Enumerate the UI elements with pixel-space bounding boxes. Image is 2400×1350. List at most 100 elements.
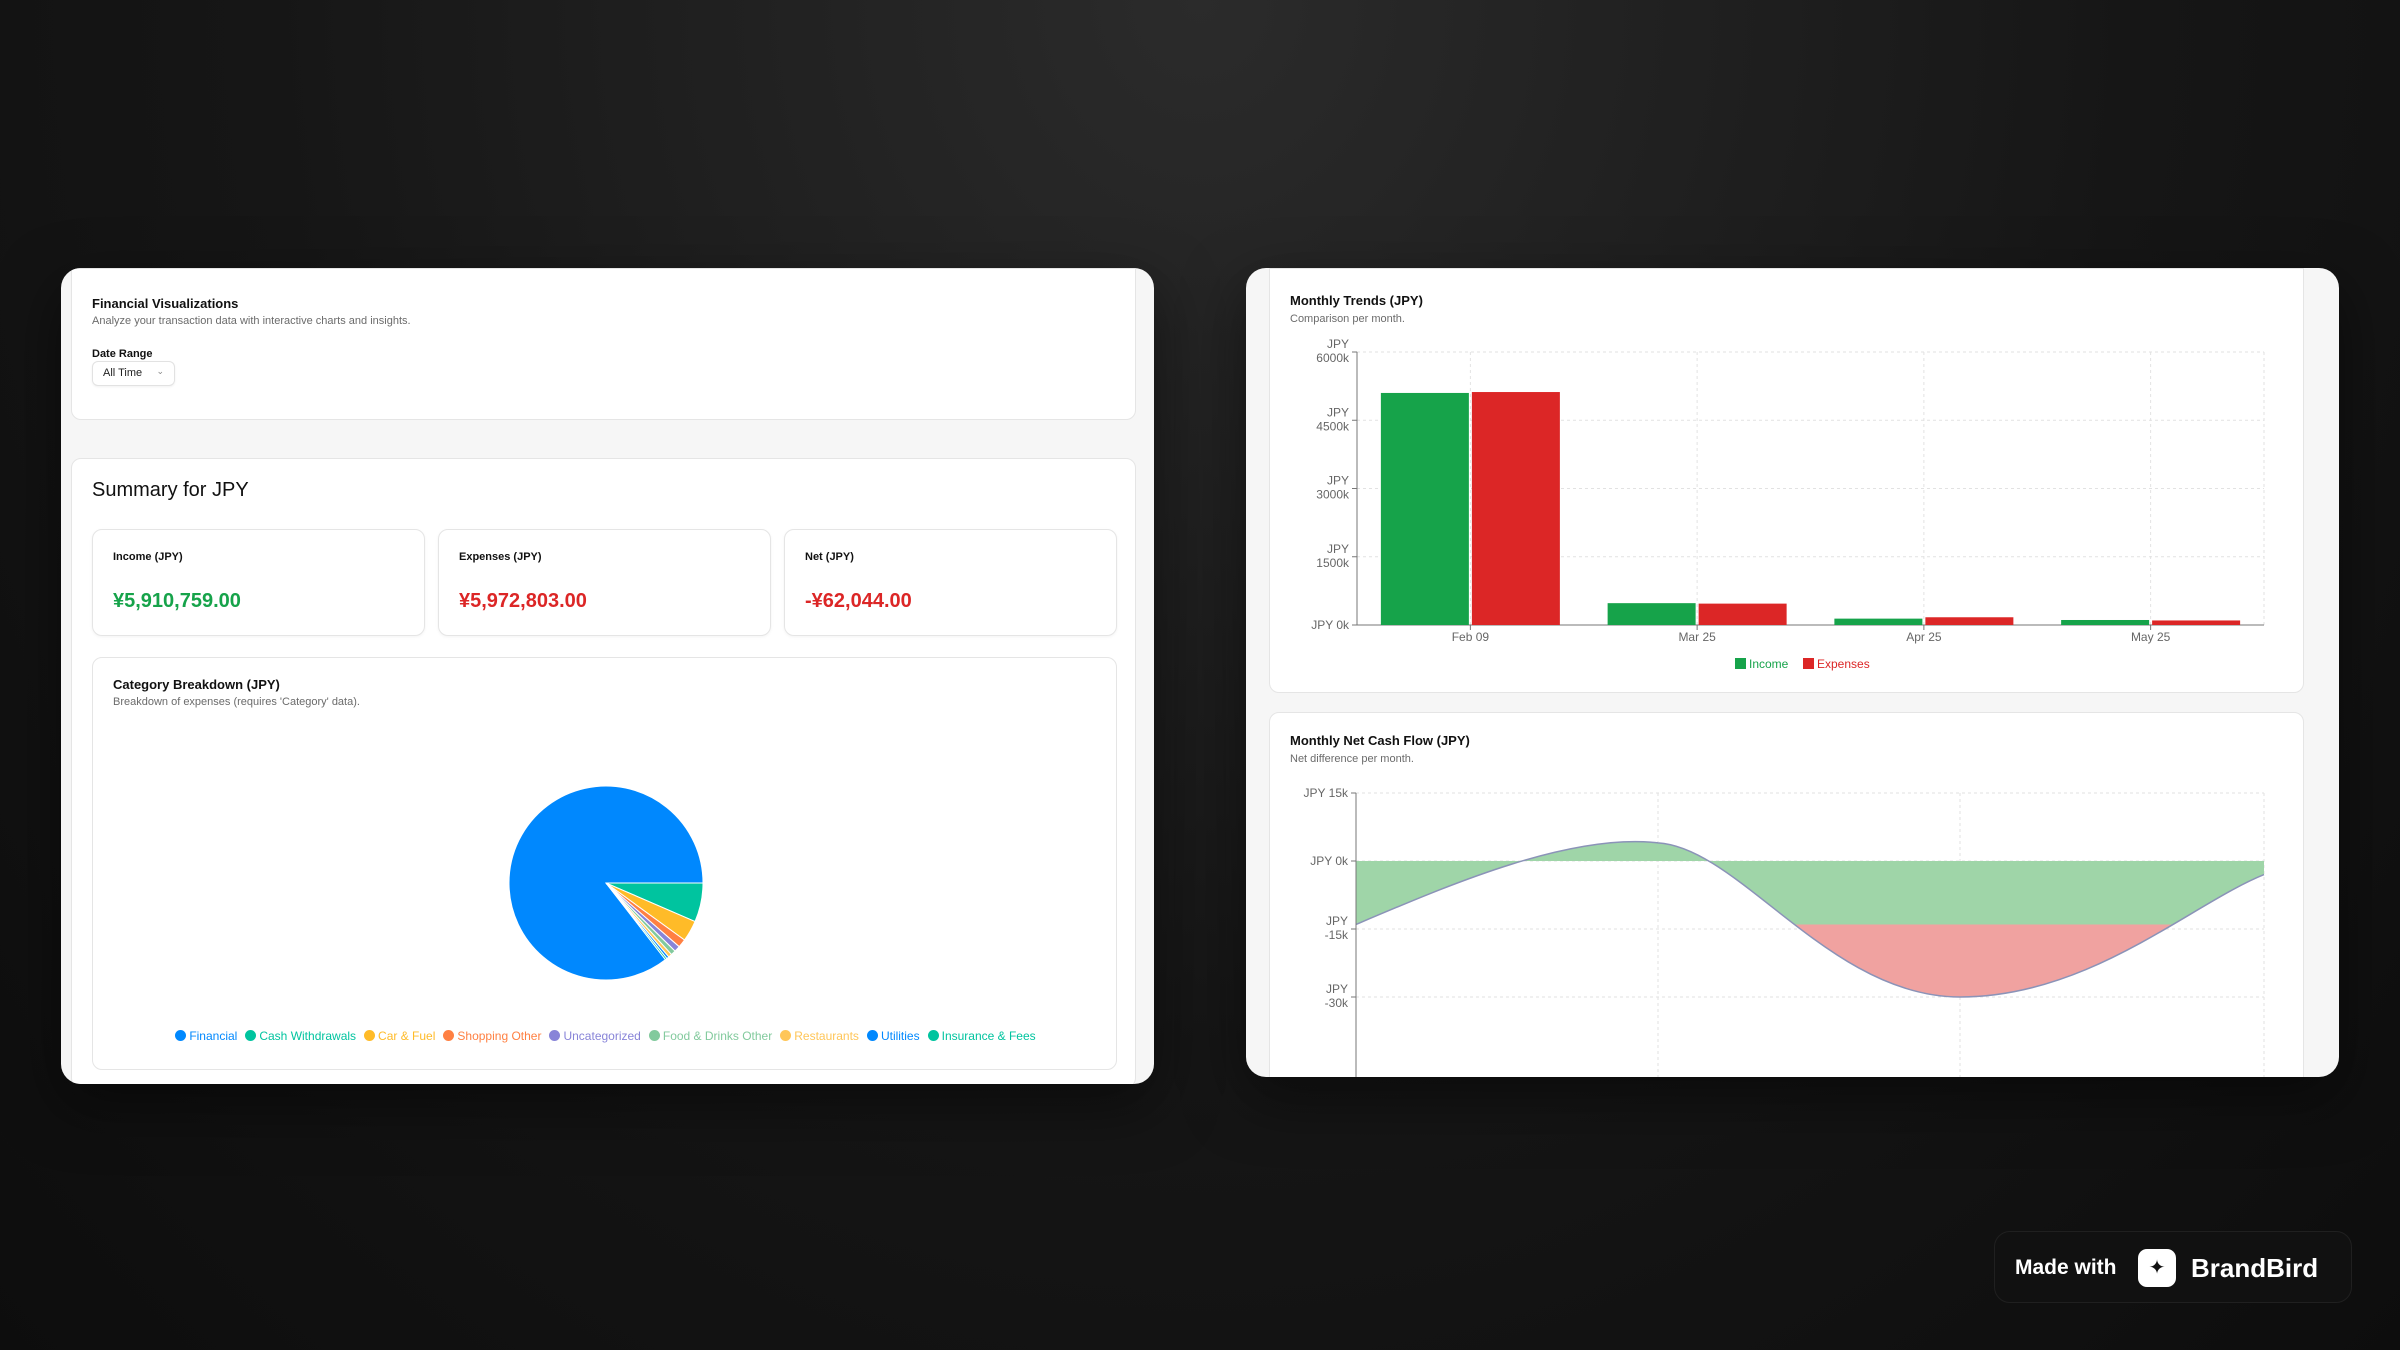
legend-item-car-fuel[interactable]: Car & Fuel xyxy=(364,1029,435,1043)
y-tick-label: 4500k xyxy=(1316,419,1350,433)
bar-expenses-0[interactable] xyxy=(1471,392,1560,625)
legend-label: Financial xyxy=(189,1029,238,1043)
date-range-select[interactable]: All Time ⌄ xyxy=(92,361,175,386)
legend-dot xyxy=(443,1030,455,1041)
net-value: -¥62,044.00 xyxy=(805,590,912,612)
legend-dot xyxy=(364,1030,376,1041)
legend-item-restaurants[interactable]: Restaurants xyxy=(780,1029,859,1043)
income-label: Income (JPY) xyxy=(113,551,183,563)
category-pie-chart xyxy=(508,785,704,981)
net-flow-line xyxy=(1355,840,2265,998)
y-tick-label: 6000k xyxy=(1316,351,1350,365)
income-value: ¥5,910,759.00 xyxy=(113,590,241,612)
bar-expenses-1[interactable] xyxy=(1698,603,1787,625)
summary-card: Summary for JPY Income (JPY) ¥5,910,759.… xyxy=(71,458,1136,1084)
net-flow-area-positive xyxy=(1356,841,2264,925)
y-tick-label: JPY xyxy=(1326,914,1348,928)
legend-dot xyxy=(549,1030,561,1041)
legend-dot xyxy=(866,1030,878,1041)
legend-item-shopping-other[interactable]: Shopping Other xyxy=(443,1029,541,1043)
legend-item-financial[interactable]: Financial xyxy=(175,1029,237,1043)
y-tick-label: JPY xyxy=(1326,982,1348,996)
x-tick-label: May 25 xyxy=(2131,630,2171,644)
cashflow-subtitle: Net difference per month. xyxy=(1290,753,1414,765)
expenses-stat-card: Expenses (JPY) ¥5,972,803.00 xyxy=(438,529,771,636)
made-with-label: Made with xyxy=(2015,1256,2117,1279)
cashflow-title: Monthly Net Cash Flow (JPY) xyxy=(1290,733,1470,748)
y-tick-label: JPY 0k xyxy=(1310,854,1349,868)
date-range-value: All Time xyxy=(103,367,143,379)
y-tick-label: JPY 15k xyxy=(1304,786,1349,800)
y-tick-label: 3000k xyxy=(1316,488,1350,502)
legend-label: Restaurants xyxy=(794,1029,859,1043)
legend-item-insurance-fees[interactable]: Insurance & Fees xyxy=(927,1029,1036,1043)
y-tick-label: -30k xyxy=(1325,996,1349,1010)
monthly-trends-card: Monthly Trends (JPY) Comparison per mont… xyxy=(1269,268,2304,693)
net-label: Net (JPY) xyxy=(805,551,854,563)
legend-dot xyxy=(175,1030,187,1041)
pie-slice-financial[interactable] xyxy=(508,785,704,981)
y-tick-label: JPY xyxy=(1327,474,1349,488)
y-tick-label: JPY xyxy=(1327,337,1349,351)
legend-label: Car & Fuel xyxy=(378,1029,436,1043)
bar-income-0[interactable] xyxy=(1380,392,1469,625)
trends-title: Monthly Trends (JPY) xyxy=(1290,293,1423,308)
x-tick-label: Apr 25 xyxy=(1906,630,1942,644)
bar-income-3[interactable] xyxy=(2061,619,2150,625)
legend-swatch xyxy=(1803,658,1814,669)
legend-label: Income xyxy=(1749,657,1789,671)
legend-label: Expenses xyxy=(1817,657,1870,671)
x-tick-label: Mar 25 xyxy=(1678,630,1716,644)
net-cash-flow-card: Monthly Net Cash Flow (JPY) Net differen… xyxy=(1269,712,2304,1077)
trends-subtitle: Comparison per month. xyxy=(1290,313,1405,325)
expenses-label: Expenses (JPY) xyxy=(459,551,542,563)
bar-expenses-2[interactable] xyxy=(1925,617,2014,625)
y-tick-label: -15k xyxy=(1325,928,1349,942)
date-range-label: Date Range xyxy=(92,348,153,360)
legend-label: Shopping Other xyxy=(457,1029,542,1043)
y-tick-label: JPY xyxy=(1327,405,1349,419)
legend-label: Food & Drinks Other xyxy=(662,1029,773,1043)
legend-dot xyxy=(780,1030,792,1041)
legend-dot xyxy=(648,1030,660,1041)
legend-label: Cash Withdrawals xyxy=(259,1029,357,1043)
legend-item-food-drinks-other[interactable]: Food & Drinks Other xyxy=(648,1029,773,1043)
pie-slice-insurance-fees[interactable] xyxy=(605,882,668,961)
bar-expenses-3[interactable] xyxy=(2152,620,2241,625)
category-title: Category Breakdown (JPY) xyxy=(113,677,280,692)
summary-title: Summary for JPY xyxy=(92,479,249,501)
legend-item-uncategorized[interactable]: Uncategorized xyxy=(549,1029,641,1043)
legend-dot xyxy=(245,1030,257,1041)
chevron-down-icon: ⌄ xyxy=(156,366,164,376)
visualizations-header-card: Financial Visualizations Analyze your tr… xyxy=(71,268,1136,420)
legend-label: Uncategorized xyxy=(563,1029,641,1043)
legend-label: Insurance & Fees xyxy=(941,1029,1036,1043)
bar-income-2[interactable] xyxy=(1834,618,1923,625)
right-window: Monthly Trends (JPY) Comparison per mont… xyxy=(1246,268,2339,1077)
page-subtitle: Analyze your transaction data with inter… xyxy=(92,315,411,327)
category-breakdown-card: Category Breakdown (JPY) Breakdown of ex… xyxy=(92,657,1117,1070)
y-tick-label: JPY xyxy=(1327,542,1349,556)
category-subtitle: Breakdown of expenses (requires 'Categor… xyxy=(113,696,360,708)
net-flow-area-negative xyxy=(1356,924,2174,997)
legend-item-cash-withdrawals[interactable]: Cash Withdrawals xyxy=(245,1029,356,1043)
net-stat-card: Net (JPY) -¥62,044.00 xyxy=(784,529,1117,636)
monthly-trends-chart: JPY 0kJPY1500kJPY3000kJPY4500kJPY6000kFe… xyxy=(1311,337,2265,671)
legend-item-utilities[interactable]: Utilities xyxy=(866,1029,920,1043)
bar-income-1[interactable] xyxy=(1607,603,1696,625)
left-window: Financial Visualizations Analyze your tr… xyxy=(61,268,1154,1084)
brandbird-badge[interactable]: Made with ✦ BrandBird xyxy=(1994,1231,2352,1303)
legend-swatch xyxy=(1735,658,1746,669)
income-stat-card: Income (JPY) ¥5,910,759.00 xyxy=(92,529,425,636)
brand-name: BrandBird xyxy=(2191,1253,2319,1283)
expenses-value: ¥5,972,803.00 xyxy=(459,590,587,612)
page-title: Financial Visualizations xyxy=(92,296,239,311)
legend-dot xyxy=(927,1030,939,1041)
x-tick-label: Feb 09 xyxy=(1452,630,1490,644)
y-tick-label: JPY 0k xyxy=(1311,618,1350,632)
brandbird-logo-icon: ✦ xyxy=(2138,1249,2176,1287)
pie-legend: Financial Cash Withdrawals Car & Fuel Shopp… xyxy=(93,1029,1118,1043)
legend-label: Utilities xyxy=(880,1029,920,1043)
y-tick-label: 1500k xyxy=(1316,556,1350,570)
